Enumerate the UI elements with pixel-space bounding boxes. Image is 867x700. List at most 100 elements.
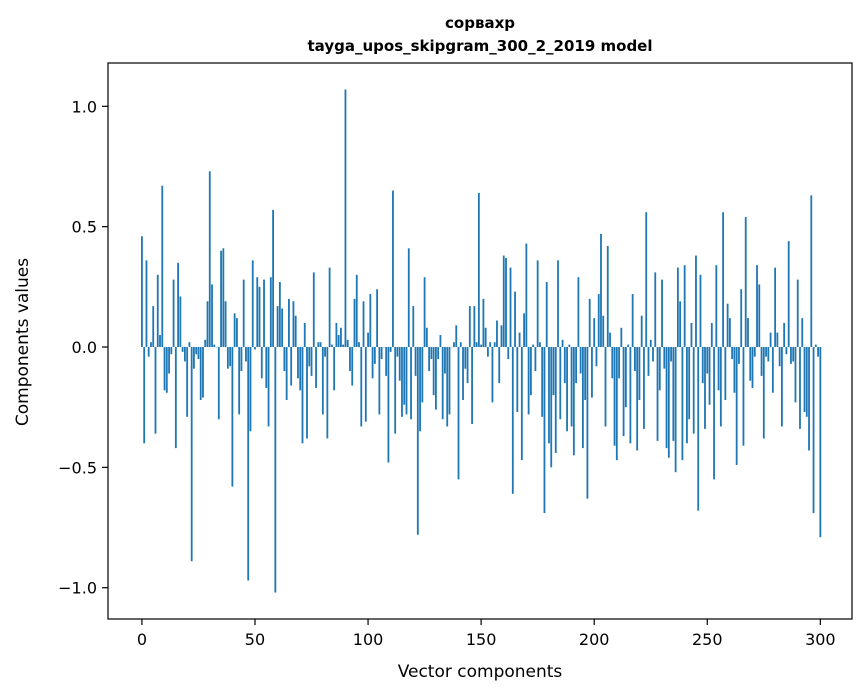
bar-246 (697, 347, 699, 511)
y-tick-label: −1.0 (58, 579, 97, 598)
bar-55 (265, 347, 267, 388)
bar-37 (225, 301, 227, 347)
bar-265 (740, 289, 742, 347)
bar-31 (211, 284, 213, 347)
bar-21 (189, 342, 191, 347)
bar-109 (388, 347, 390, 463)
bar-201 (596, 347, 598, 366)
bar-213 (623, 347, 625, 436)
bar-245 (695, 256, 697, 347)
bar-102 (372, 347, 374, 378)
bar-293 (804, 347, 806, 412)
bar-177 (541, 347, 543, 417)
bar-89 (342, 345, 344, 347)
bar-100 (367, 333, 369, 347)
bar-294 (806, 347, 808, 417)
bar-275 (763, 347, 765, 438)
bar-205 (605, 347, 607, 426)
bar-57 (270, 277, 272, 347)
bar-178 (544, 347, 546, 513)
bar-91 (347, 340, 349, 347)
bar-47 (247, 347, 249, 580)
bar-257 (722, 212, 724, 347)
bar-12 (168, 347, 170, 373)
bar-266 (743, 347, 745, 446)
bar-218 (634, 347, 636, 371)
bar-171 (528, 347, 530, 414)
bar-65 (288, 299, 290, 347)
bar-298 (815, 345, 817, 347)
bar-202 (598, 294, 600, 347)
bar-239 (681, 347, 683, 460)
bar-268 (747, 318, 749, 347)
bar-215 (627, 345, 629, 347)
bar-7 (157, 275, 159, 347)
bar-269 (749, 347, 751, 381)
bar-52 (259, 287, 261, 347)
bar-88 (340, 328, 342, 347)
bar-90 (345, 89, 347, 347)
bar-68 (295, 316, 297, 347)
bar-48 (250, 347, 252, 431)
bar-233 (668, 347, 670, 458)
bar-280 (774, 268, 776, 347)
bar-151 (482, 299, 484, 347)
bar-211 (618, 347, 620, 378)
bar-108 (385, 347, 387, 376)
bar-22 (191, 347, 193, 561)
bar-187 (564, 347, 566, 383)
bar-138 (453, 342, 455, 347)
bar-45 (243, 280, 245, 347)
y-axis-label: Components values (13, 258, 33, 426)
bar-34 (218, 347, 220, 419)
bar-25 (198, 347, 200, 359)
bar-185 (559, 347, 561, 419)
bar-174 (535, 347, 537, 371)
bar-277 (767, 347, 769, 361)
bar-112 (394, 347, 396, 434)
bar-292 (801, 318, 803, 347)
bar-252 (711, 323, 713, 347)
bar-164 (512, 347, 514, 494)
bar-38 (227, 347, 229, 369)
bar-232 (666, 347, 668, 448)
bar-220 (639, 347, 641, 400)
bar-197 (587, 347, 589, 499)
bar-120 (412, 306, 414, 347)
bar-16 (177, 263, 179, 347)
bar-98 (363, 301, 365, 347)
bar-44 (241, 347, 243, 371)
bar-251 (709, 347, 711, 405)
bar-261 (731, 347, 733, 359)
bar-214 (625, 347, 627, 407)
bar-143 (464, 347, 466, 369)
bar-241 (686, 347, 688, 443)
bar-60 (277, 306, 279, 347)
bar-147 (473, 306, 475, 347)
bar-253 (713, 347, 715, 479)
bar-3 (148, 347, 150, 357)
bar-79 (320, 342, 322, 347)
bar-195 (582, 347, 584, 448)
bar-279 (772, 347, 774, 393)
bar-18 (182, 347, 184, 352)
bar-6 (155, 347, 157, 434)
bar-149 (478, 193, 480, 347)
bar-296 (810, 195, 812, 347)
bar-51 (256, 277, 258, 347)
bar-274 (761, 347, 763, 376)
bar-249 (704, 347, 706, 429)
bar-87 (338, 335, 340, 347)
bar-286 (788, 241, 790, 347)
bar-121 (415, 347, 417, 376)
bar-64 (286, 347, 288, 400)
bar-10 (164, 347, 166, 390)
bar-180 (548, 347, 550, 443)
bar-32 (213, 345, 215, 347)
bar-43 (238, 347, 240, 414)
bar-152 (485, 328, 487, 347)
bar-224 (648, 347, 650, 376)
bar-158 (498, 347, 500, 383)
